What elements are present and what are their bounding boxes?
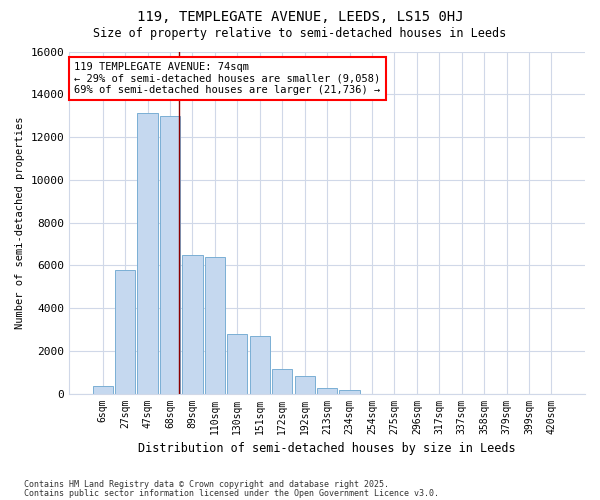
Bar xyxy=(295,376,315,394)
Bar xyxy=(272,369,292,394)
X-axis label: Distribution of semi-detached houses by size in Leeds: Distribution of semi-detached houses by … xyxy=(138,442,516,455)
Bar xyxy=(250,336,270,394)
Bar xyxy=(92,386,113,394)
Bar xyxy=(340,390,359,394)
Y-axis label: Number of semi-detached properties: Number of semi-detached properties xyxy=(15,116,25,329)
Text: 119, TEMPLEGATE AVENUE, LEEDS, LS15 0HJ: 119, TEMPLEGATE AVENUE, LEEDS, LS15 0HJ xyxy=(137,10,463,24)
Text: Contains HM Land Registry data © Crown copyright and database right 2025.: Contains HM Land Registry data © Crown c… xyxy=(24,480,389,489)
Bar xyxy=(160,116,180,394)
Bar xyxy=(205,256,225,394)
Bar xyxy=(227,334,247,394)
Bar xyxy=(115,270,135,394)
Text: 119 TEMPLEGATE AVENUE: 74sqm
← 29% of semi-detached houses are smaller (9,058)
6: 119 TEMPLEGATE AVENUE: 74sqm ← 29% of se… xyxy=(74,62,380,95)
Bar xyxy=(137,114,158,394)
Bar xyxy=(317,388,337,394)
Text: Size of property relative to semi-detached houses in Leeds: Size of property relative to semi-detach… xyxy=(94,28,506,40)
Bar xyxy=(182,254,203,394)
Text: Contains public sector information licensed under the Open Government Licence v3: Contains public sector information licen… xyxy=(24,488,439,498)
